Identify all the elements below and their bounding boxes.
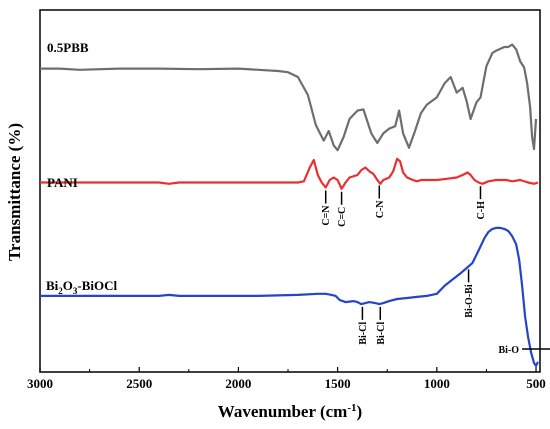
spectra-group [40,43,539,367]
x-tick-label: 1500 [325,376,351,391]
annotation-label: C=N [321,205,332,226]
x-axis-title: Wavenumber (cm-1) [218,402,362,421]
annotation-label: C-N [375,200,386,219]
x-tick-label: 1000 [424,376,450,391]
plot-frame [39,9,541,373]
x-tick-label: 2000 [225,376,251,391]
annotation-label: Bi-O-Bi [464,284,475,318]
annotation-label: C=C [337,207,348,227]
series-label-bi2o3-biocl: Bi2O3-BiOCl [46,278,118,296]
x-tick-label: 2500 [126,376,152,391]
annotation-label: C-H [476,201,487,220]
series-line-1 [40,157,539,190]
series-label-0-5pbb: 0.5PBB [47,40,89,55]
x-tick-label: 500 [526,376,546,391]
annotation-label: Bi-Cl [376,322,387,345]
series-label-pani: PANI [47,175,78,190]
series-line-0 [40,43,538,152]
annotation-label: Bi-Cl [358,322,369,345]
series-line-2 [40,226,539,367]
y-axis-title: Transmittance (%) [5,123,24,261]
annotations-group: C=N C=C C-N C-H Bi-Cl Bi-Cl Bi-O-Bi Bi-O [321,185,550,356]
x-axis: 3000 2500 2000 1500 1000 500 [27,367,546,391]
x-tick-label: 3000 [27,376,53,391]
annotation-label: Bi-O [499,345,520,356]
